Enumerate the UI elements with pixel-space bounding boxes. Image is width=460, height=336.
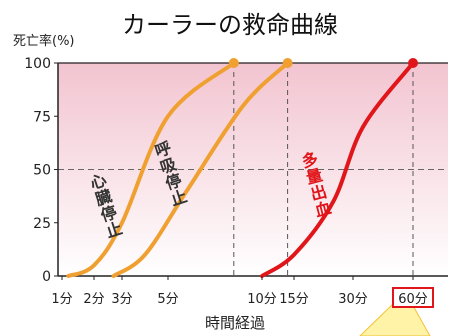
x-tick-label-highlighted: 60分 <box>398 292 428 307</box>
x-tick-label: 15分 <box>279 292 309 307</box>
y-tick-label: 25 <box>33 216 51 232</box>
series-label-char: 出 <box>309 182 329 204</box>
series-end-point <box>408 58 418 68</box>
y-tick-label: 75 <box>33 109 51 125</box>
x-tick-label: 10分 <box>247 292 277 307</box>
series-label-char: 吸 <box>158 154 180 177</box>
x-axis-label: 時間経過 <box>205 314 266 332</box>
series-label-char: 呼 <box>153 138 174 161</box>
highlight-60min-box <box>392 287 434 308</box>
series-label-char: 停 <box>163 170 184 193</box>
series-end-point <box>228 58 239 68</box>
y-tick-label: 0 <box>42 269 51 285</box>
series-curve-2 <box>260 61 415 278</box>
chart-title: カーラーの救命曲線 <box>122 11 338 39</box>
y-axis-label: 死亡率(%) <box>13 34 75 49</box>
series-end-point <box>282 58 293 68</box>
x-tick-label: 2分 <box>83 292 104 307</box>
series-label-char: 止 <box>104 219 125 242</box>
y-tick-label: 50 <box>33 163 51 179</box>
series-curve-1 <box>111 61 290 278</box>
x-tick-label: 30分 <box>338 292 368 307</box>
y-tick-label: 100 <box>24 56 51 72</box>
series-label-char: 止 <box>168 187 189 210</box>
tick-labels: 100 75 50 25 01分 2分 3分 5分 10分 15分 30分 60分 <box>24 56 434 308</box>
series-label-char: 血 <box>313 198 333 220</box>
x-tick-label: 5分 <box>157 292 178 307</box>
grid-lines <box>58 63 448 276</box>
curves <box>66 58 418 278</box>
x-tick-label: 1分 <box>51 292 72 307</box>
series-label-char: 心 <box>88 170 109 193</box>
series-curve-0 <box>66 61 236 278</box>
series-label-char: 量 <box>304 165 324 187</box>
series-label-char: 停 <box>98 202 119 225</box>
series-label-char: 臓 <box>93 186 114 209</box>
x-tick-label: 3分 <box>111 292 132 307</box>
series-label-char: 多 <box>300 149 320 171</box>
